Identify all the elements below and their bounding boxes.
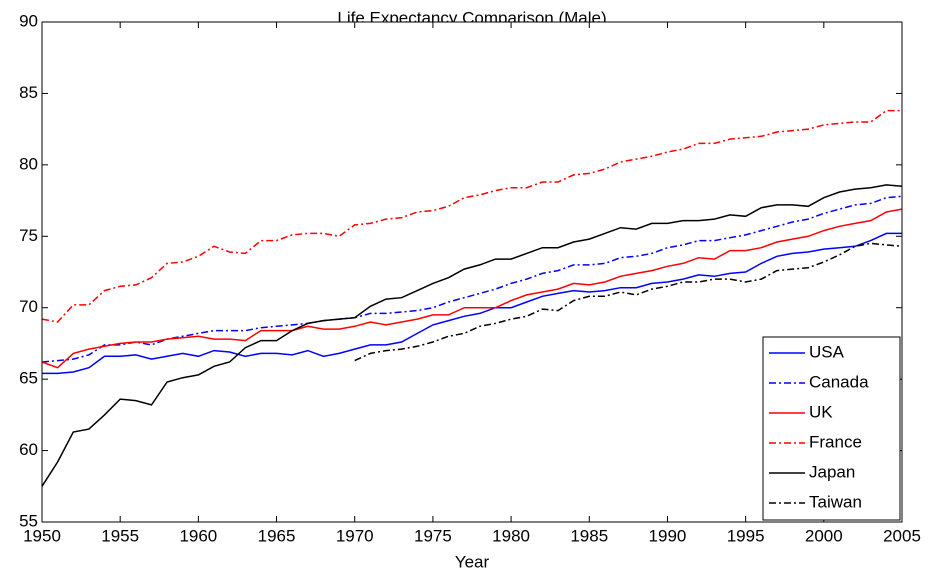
line-series xyxy=(354,242,903,362)
legend-label: USA xyxy=(809,342,845,361)
y-tick-label: 55 xyxy=(19,511,38,530)
x-tick-label: 2000 xyxy=(805,526,843,545)
legend-label: Japan xyxy=(809,462,855,481)
x-tick-label: 2005 xyxy=(883,526,921,545)
plot-frame xyxy=(41,21,903,523)
x-tick-label: 1985 xyxy=(570,526,608,545)
x-tick-label: 1990 xyxy=(649,526,687,545)
y-tick-label: 70 xyxy=(19,297,38,316)
x-tick-label: 1995 xyxy=(727,526,765,545)
plot-area xyxy=(42,22,902,522)
line-series xyxy=(42,232,902,375)
line-series xyxy=(41,109,902,323)
x-tick-label: 1950 xyxy=(23,526,61,545)
legend-box xyxy=(762,336,901,521)
y-tick-label: 85 xyxy=(19,83,38,102)
y-tick-label: 90 xyxy=(19,11,38,30)
legend-label: France xyxy=(809,432,862,451)
x-tick-label: 1965 xyxy=(258,526,296,545)
legend-label: UK xyxy=(809,402,833,421)
y-tick-label: 80 xyxy=(19,154,38,173)
legend-label: Taiwan xyxy=(809,492,862,511)
y-tick-label: 75 xyxy=(19,226,38,245)
legend-label: Canada xyxy=(809,372,869,391)
x-tick-label: 1955 xyxy=(101,526,139,545)
legend: USA Canada UK France Japan Taiwan xyxy=(762,336,901,521)
y-tick-label: 60 xyxy=(19,440,38,459)
line-series xyxy=(41,184,903,487)
line-series xyxy=(41,195,903,363)
x-tick-label: 1980 xyxy=(492,526,530,545)
y-tick-label: 65 xyxy=(19,369,38,388)
line-series xyxy=(41,208,903,369)
x-tick-label: 1975 xyxy=(414,526,452,545)
x-tick-label: 1970 xyxy=(336,526,374,545)
x-axis-label: Year xyxy=(455,552,490,571)
x-tick-label: 1960 xyxy=(179,526,217,545)
